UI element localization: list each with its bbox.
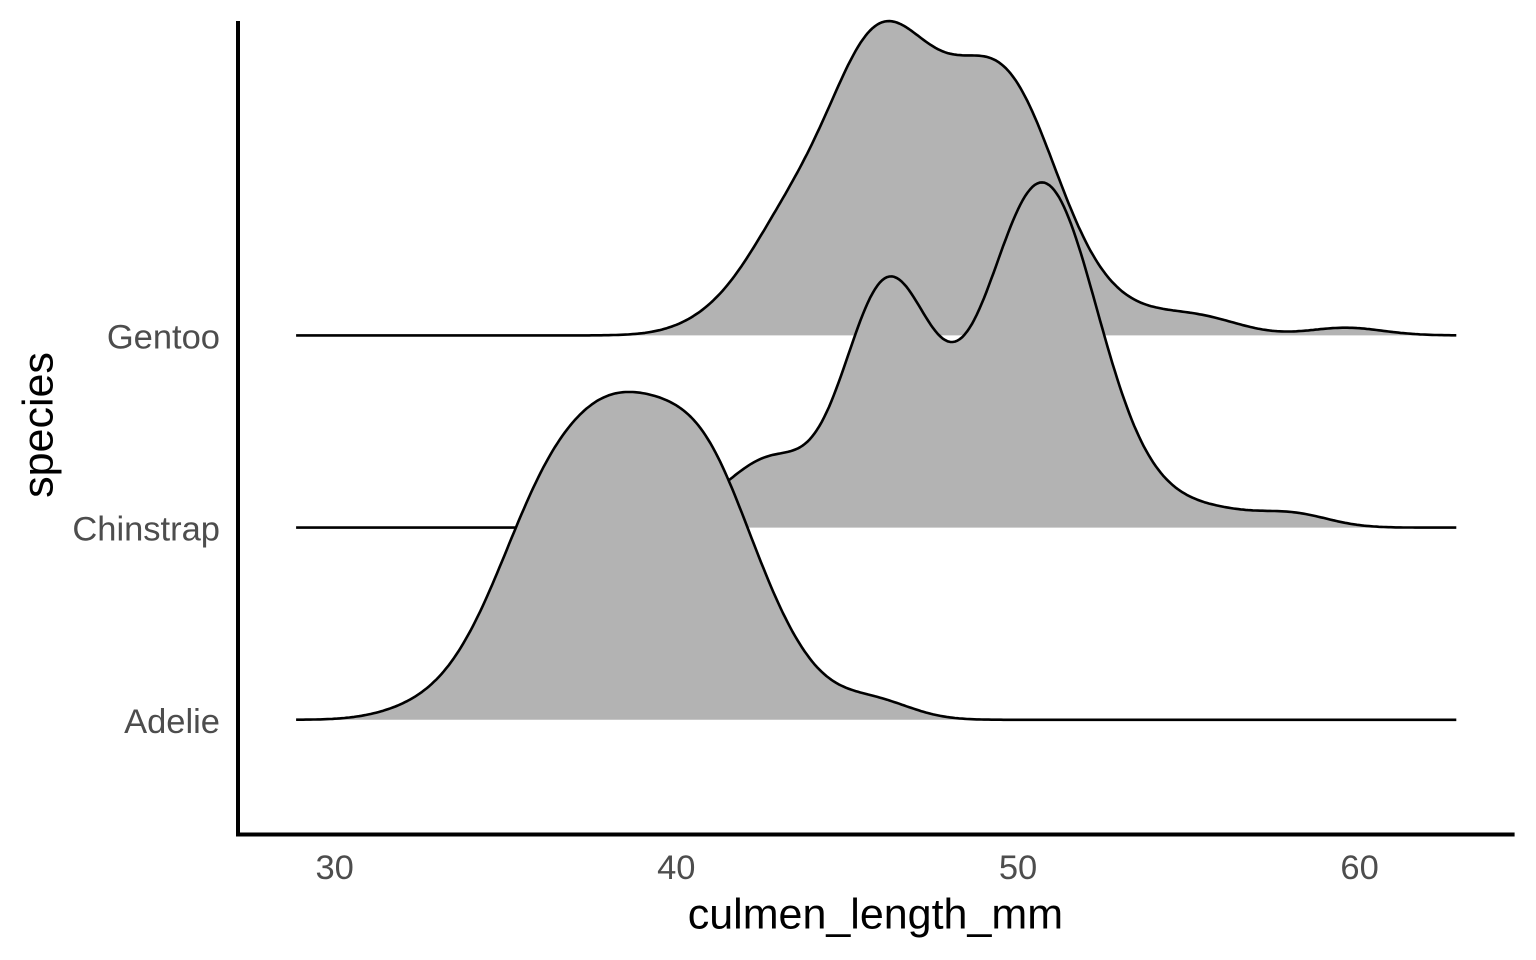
svg-text:40: 40 xyxy=(657,849,695,887)
svg-text:culmen_length_mm: culmen_length_mm xyxy=(688,891,1063,939)
svg-text:50: 50 xyxy=(999,849,1037,887)
svg-text:Adelie: Adelie xyxy=(124,703,220,741)
svg-text:species: species xyxy=(14,352,62,498)
svg-text:Gentoo: Gentoo xyxy=(107,318,220,356)
svg-text:Chinstrap: Chinstrap xyxy=(72,511,220,549)
svg-text:30: 30 xyxy=(316,849,354,887)
svg-text:60: 60 xyxy=(1340,849,1378,887)
